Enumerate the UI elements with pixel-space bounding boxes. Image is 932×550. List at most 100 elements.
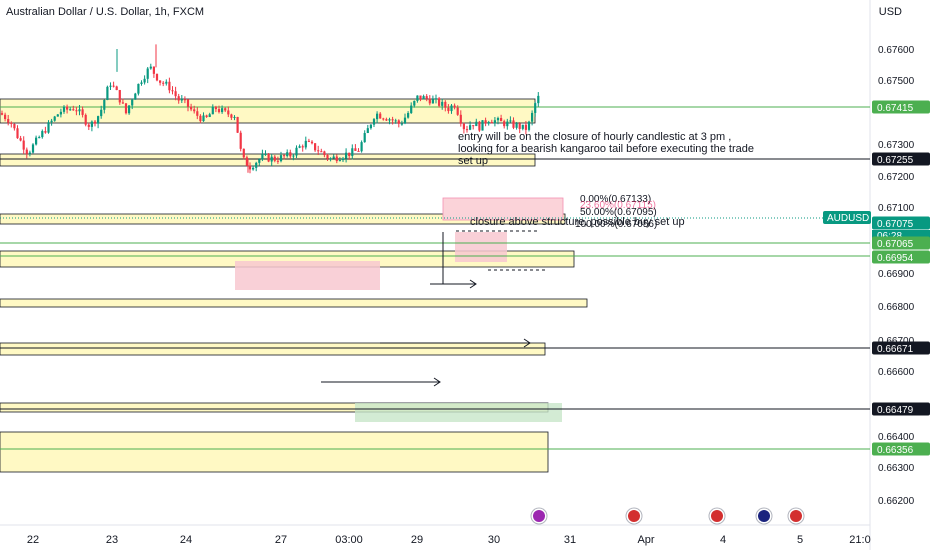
x-tick-5: 29 (411, 534, 423, 546)
candle-body-79 (245, 157, 248, 166)
candle-body-168 (521, 124, 524, 129)
candle-body-121 (376, 113, 379, 120)
fib-50-label: 50.00%(0.67095) (580, 207, 657, 218)
candle-body-108 (335, 156, 338, 162)
candle-body-123 (382, 118, 385, 120)
candle-body-95 (295, 147, 298, 156)
candle-body-149 (462, 123, 465, 130)
fib-0-label: 0.00%(0.67133) (580, 194, 651, 205)
candle-body-13 (41, 131, 44, 138)
candle-body-137 (425, 96, 428, 99)
candle-body-119 (369, 124, 372, 129)
candle-body-93 (289, 152, 292, 157)
candle-body-159 (493, 120, 496, 124)
y-tick-5: 0.66900 (878, 269, 915, 280)
candle-body-160 (496, 118, 500, 121)
candle-body-73 (227, 110, 230, 115)
candle-body-62 (193, 109, 196, 112)
x-tick-3: 27 (275, 534, 287, 546)
zone-box-7 (0, 431, 549, 473)
candle-body-12 (38, 137, 41, 139)
candle-body-102 (317, 150, 320, 152)
candle-body-148 (459, 114, 462, 124)
candle-body-8 (25, 149, 28, 154)
candle-body-98 (304, 140, 307, 148)
y-tick-8: 0.66600 (878, 367, 915, 378)
candle-body-89 (276, 160, 279, 162)
candle-body-166 (515, 123, 518, 128)
candle-body-65 (202, 115, 205, 122)
candle-body-145 (450, 105, 453, 112)
tag-67415-bg (872, 100, 930, 114)
currency-label[interactable]: USD (878, 6, 902, 18)
candle-body-74 (230, 114, 233, 118)
candle-body-151 (469, 125, 472, 130)
candle-body-58 (180, 99, 183, 101)
fib-extra-label: 23.60%(0.67115) (580, 200, 656, 211)
candle-body-133 (413, 100, 416, 106)
candle-body-83 (258, 159, 261, 163)
arrow-3-head (523, 338, 531, 348)
candle-body-6 (19, 138, 22, 141)
x-tick-9: 4 (720, 534, 726, 546)
y-tick-3: 0.67200 (878, 172, 915, 183)
candle-body-18 (56, 114, 59, 117)
candle-body-103 (320, 151, 323, 153)
candle-body-47 (146, 68, 149, 79)
candle-body-37 (115, 86, 118, 91)
zone-box-2 (0, 213, 566, 225)
candle-body-72 (224, 108, 227, 111)
candle-body-154 (478, 121, 481, 131)
tag-67065-bg (872, 236, 930, 250)
candle-body-129 (400, 123, 403, 125)
candle-body-45 (140, 82, 143, 84)
candle-body-67 (208, 114, 211, 117)
candle-body-147 (456, 107, 459, 115)
x-tick-6: 30 (488, 534, 500, 546)
candle-body-143 (444, 101, 447, 108)
candle-body-152 (472, 125, 475, 127)
candle-body-53 (165, 81, 168, 84)
candle-body-142 (441, 101, 444, 106)
tag-66479: 0.66479 (877, 405, 914, 416)
candle-body-84 (261, 154, 264, 160)
pink-zone-right (455, 232, 507, 262)
candle-body-19 (59, 111, 62, 115)
candle-body-169 (524, 124, 527, 130)
candle-body-110 (341, 158, 345, 161)
candle-body-11 (35, 137, 38, 145)
candle-body-172 (534, 103, 537, 113)
tag-66954: 0.66954 (877, 253, 914, 264)
y-tick-10: 0.66300 (878, 463, 915, 474)
candle-body-104 (323, 151, 326, 156)
candle-body-96 (298, 146, 301, 148)
x-tick-8: Apr (637, 534, 654, 546)
candle-body-140 (434, 98, 438, 100)
candle-body-48 (149, 66, 152, 69)
arrow-2-head (469, 279, 477, 289)
candle-body-164 (509, 120, 512, 122)
symbol-title[interactable]: Australian Dollar / U.S. Dollar, 1h, FXC… (6, 6, 205, 18)
event-icon-us-flag-2 (711, 510, 723, 522)
entry-note-line-2: set up (458, 155, 488, 167)
candle-body-14 (44, 131, 47, 133)
candle-body-141 (438, 98, 441, 106)
candle-body-163 (506, 121, 509, 127)
candle-body-135 (419, 95, 422, 100)
candle-body-42 (131, 99, 134, 106)
candle-body-127 (394, 120, 397, 122)
candle-body-0 (0, 113, 4, 115)
candle-body-24 (75, 110, 78, 112)
candle-body-132 (410, 105, 413, 114)
candle-body-76 (236, 116, 239, 133)
candle-body-7 (22, 140, 25, 150)
y-tick-11: 0.66200 (878, 496, 915, 507)
candle-body-75 (233, 116, 236, 118)
tag-66671: 0.66671 (877, 344, 914, 355)
y-tick-6: 0.66800 (878, 302, 915, 313)
candle-body-10 (31, 144, 35, 153)
event-icon-us-flag-3 (790, 510, 802, 522)
entry-note-line-0: entry will be on the closure of hourly c… (458, 131, 731, 143)
